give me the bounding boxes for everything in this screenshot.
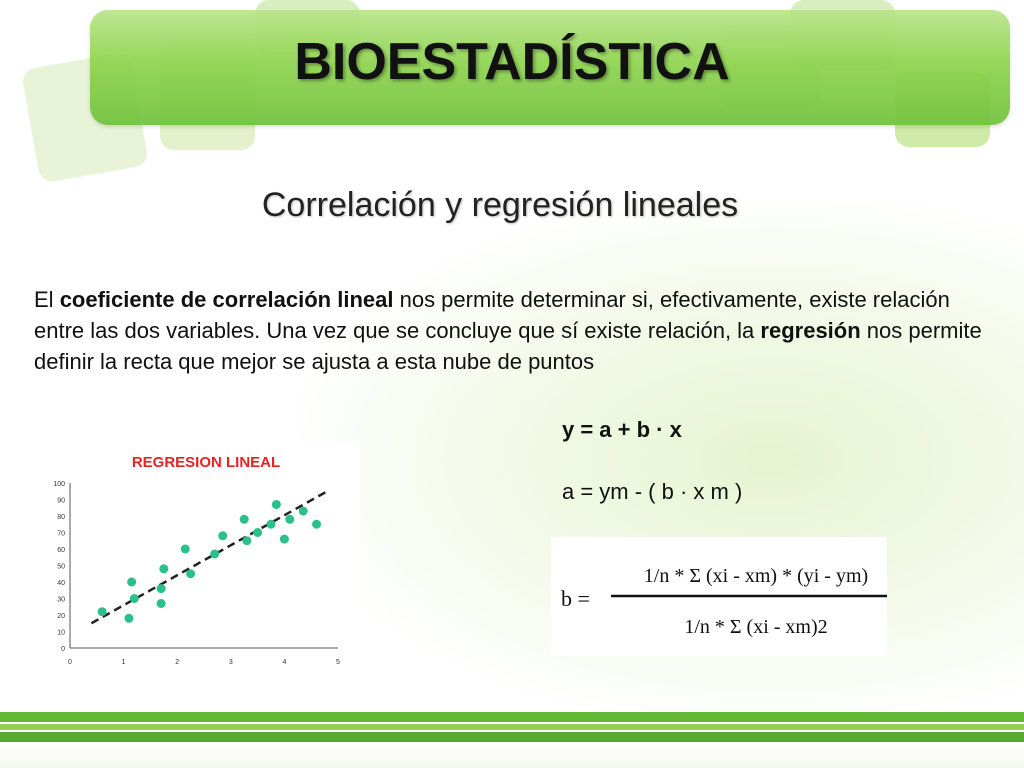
y-tick-label: 70 <box>57 531 65 538</box>
y-tick-label: 0 <box>61 646 65 653</box>
x-tick-label: 3 <box>229 659 233 666</box>
regression-chart: REGRESION LINEAL 0 10 20 30 40 50 60 70 80 90 100 … <box>42 441 360 681</box>
x-tick-group: 0 1 2 3 4 5 <box>68 659 340 666</box>
paragraph-text: El <box>34 287 60 312</box>
slide-subtitle: Correlación y regresión lineales <box>261 186 739 224</box>
paragraph-text: nos permite definir la recta que mejor s… <box>34 318 982 374</box>
y-tick-label: 80 <box>57 514 65 521</box>
footer-stripe <box>0 732 1024 742</box>
x-tick-label: 0 <box>68 659 72 666</box>
formula-numerator: 1/n * Σ (xi - xm) * (yi - ym) <box>644 565 868 587</box>
data-point <box>271 499 281 509</box>
title-banner <box>90 10 1010 125</box>
y-tick-label: 20 <box>57 613 65 620</box>
data-points <box>97 499 322 623</box>
data-point <box>97 607 107 617</box>
x-tick-label: 1 <box>122 659 126 666</box>
slide-title: BIOESTADÍSTICA <box>294 33 730 91</box>
y-tick-label: 60 <box>57 547 65 554</box>
paragraph-bold-term: regresión <box>760 318 861 343</box>
regression-equation: y = a + b · x <box>562 417 682 442</box>
x-tick-label: 5 <box>336 659 340 666</box>
data-point <box>239 514 249 524</box>
body-paragraph: El coeficiente de correlación lineal nos… <box>34 284 984 377</box>
data-point <box>312 519 322 529</box>
footer-stripe <box>0 712 1024 722</box>
data-point <box>159 564 169 574</box>
data-point <box>279 534 289 544</box>
y-tick-label: 90 <box>57 498 65 505</box>
data-point <box>285 514 295 524</box>
x-tick-label: 2 <box>175 659 179 666</box>
data-point <box>253 528 263 537</box>
data-point <box>156 598 166 608</box>
y-tick-group: 0 10 20 30 40 50 60 70 80 90 100 <box>53 481 65 653</box>
footer-stripe <box>0 724 1024 730</box>
formula-lhs: b = <box>561 586 590 611</box>
y-tick-label: 100 <box>53 481 65 488</box>
x-tick-label: 4 <box>282 659 286 666</box>
slope-formula: b = 1/n * Σ (xi - xm) * (yi - ym) 1/n * … <box>551 537 903 656</box>
paragraph-bold-term: coeficiente de correlación lineal <box>59 287 394 312</box>
data-point <box>127 577 137 587</box>
chart-title: REGRESION LINEAL <box>132 454 280 471</box>
footer-stripes <box>0 712 1024 768</box>
y-tick-label: 10 <box>57 630 65 637</box>
formula-denominator: 1/n * Σ (xi - xm)2 <box>684 616 827 638</box>
data-point <box>129 594 139 603</box>
data-point <box>180 544 190 554</box>
intercept-formula: a = ym - ( b · x m ) <box>562 479 743 504</box>
data-point <box>218 531 228 541</box>
data-point <box>242 536 252 546</box>
data-point <box>186 569 196 579</box>
data-point <box>210 549 220 559</box>
data-point <box>124 613 134 623</box>
y-tick-label: 50 <box>57 564 65 571</box>
regression-chart-svg: REGRESION LINEAL 0102030405060708090100 … <box>53 454 340 666</box>
slope-formula-svg: b = 1/n * Σ (xi - xm) * (yi - ym) 1/n * … <box>561 565 903 638</box>
data-point <box>298 506 308 516</box>
y-tick-label: 40 <box>57 580 65 587</box>
trend-line <box>90 490 328 625</box>
footer-stripe <box>0 744 1024 768</box>
data-point <box>266 519 276 529</box>
paragraph-text: nos permite determinar si, efectivamente… <box>34 287 950 343</box>
data-point <box>156 584 166 594</box>
y-tick-label: 30 <box>57 597 65 604</box>
